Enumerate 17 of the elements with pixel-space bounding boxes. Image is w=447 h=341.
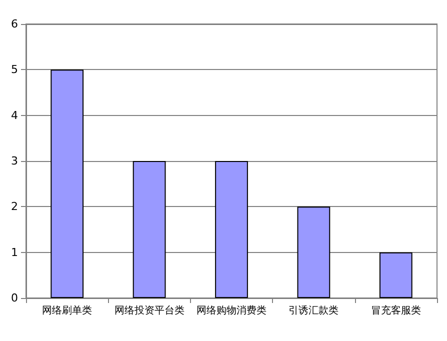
y-tick-label: 4	[11, 108, 18, 122]
y-tick-label: 6	[11, 18, 18, 30]
x-tick-label: 网络刷单类	[42, 304, 92, 316]
y-tick-label: 2	[11, 200, 18, 214]
y-tick-label: 3	[11, 154, 18, 168]
bar	[50, 70, 84, 298]
x-tick-label: 引诱汇款类	[288, 304, 339, 316]
x-tick-label: 冒充客服类	[370, 304, 421, 316]
y-tick-label: 5	[11, 63, 18, 76]
bar	[215, 161, 248, 298]
bar	[379, 252, 412, 298]
y-tick-label: 0	[11, 292, 18, 304]
x-tick-label: 网络购物消费类	[196, 304, 266, 316]
x-tick-label: 网络投资平台类	[114, 304, 184, 316]
bar	[132, 161, 166, 298]
bar	[297, 206, 330, 298]
y-tick-label: 1	[11, 246, 18, 259]
